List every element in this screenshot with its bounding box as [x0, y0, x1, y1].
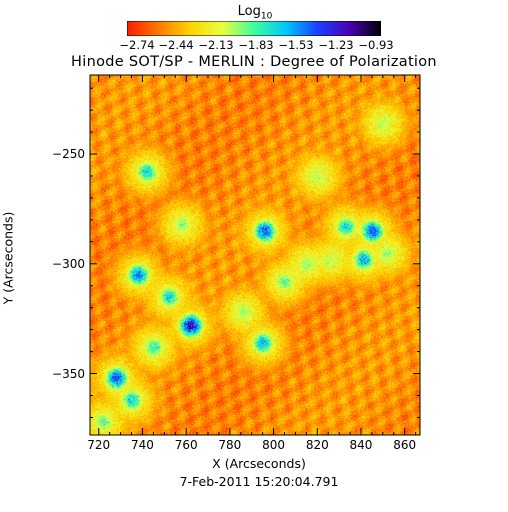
colorbar-tick-label: −2.13 [198, 38, 234, 52]
x-tick-label: 740 [130, 438, 154, 452]
x-tick-label: 720 [87, 438, 111, 452]
y-tick-label: −350 [52, 366, 85, 381]
plot-frame [89, 74, 421, 436]
colorbar-tick-label: −2.74 [119, 38, 155, 52]
y-axis-label: Y (Arcseconds) [0, 211, 16, 305]
colorbar [127, 21, 381, 36]
colorbar-label: Log10 [237, 4, 273, 22]
y-tick-label: −250 [52, 147, 85, 162]
x-tick-label: 760 [174, 438, 198, 452]
x-axis-label: X (Arcseconds) [212, 456, 306, 471]
chart-title: Hinode SOT/SP - MERLIN : Degree of Polar… [71, 54, 437, 70]
y-tick-label: −300 [52, 256, 85, 271]
observation-date: 7-Feb-2011 15:20:04.791 [179, 474, 339, 489]
x-tick-label: 820 [305, 438, 329, 452]
polarization-map [90, 75, 420, 435]
x-tick-label: 800 [262, 438, 286, 452]
colorbar-tick-label: −0.93 [358, 38, 394, 52]
x-tick-label: 840 [349, 438, 373, 452]
colorbar-tick-label: −1.53 [278, 38, 314, 52]
colorbar-tick-label: −2.44 [158, 38, 194, 52]
colorbar-tick-label: −1.23 [318, 38, 354, 52]
x-tick-label: 780 [218, 438, 242, 452]
x-tick-label: 860 [393, 438, 417, 452]
colorbar-tick-label: −1.83 [238, 38, 274, 52]
